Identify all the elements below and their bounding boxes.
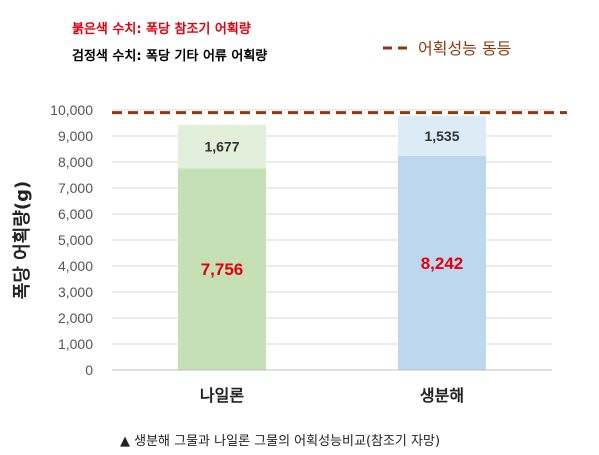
y-tick-labels: 0 1,000 2,000 3,000 4,000 5,000 6,000 7,000 8,00…	[50, 102, 93, 378]
bar-other-fish	[178, 124, 266, 169]
y-tick-label: 0	[85, 362, 93, 378]
y-tick-label: 6,000	[58, 206, 93, 222]
bar-other-fish	[398, 115, 486, 156]
caption: ▲ 생분해 그물과 나일론 그물의 어획성능비교(참조기 자망)	[120, 434, 440, 449]
x-tick-labels: 나일론 생분해	[200, 386, 464, 405]
data-label: 8,242	[421, 254, 464, 273]
y-tick-label: 1,000	[58, 336, 93, 352]
data-label: 1,535	[424, 128, 459, 144]
y-axis-label: 폭당 어획량(g)	[12, 181, 33, 299]
y-tick-label: 8,000	[58, 154, 93, 170]
y-tick-label: 3,000	[58, 284, 93, 300]
reference-legend-label: 어획성능 동등	[418, 39, 511, 58]
bars	[178, 115, 486, 370]
y-tick-label: 9,000	[58, 128, 93, 144]
bar-reference-fish	[398, 155, 486, 370]
y-tick-label: 4,000	[58, 258, 93, 274]
data-labels: 7,756 1,677 8,242 1,535	[201, 128, 464, 279]
y-tick-label: 7,000	[58, 180, 93, 196]
legend-red-text: 붉은색 수치: 폭당 참조기 어획량	[72, 21, 251, 37]
x-tick-label: 나일론	[200, 386, 244, 405]
legend-black-text: 검정색 수치: 폭당 기타 어류 어획량	[72, 48, 267, 64]
y-tick-label: 10,000	[50, 102, 93, 118]
data-label: 7,756	[201, 260, 244, 279]
data-label: 1,677	[204, 139, 239, 155]
bar-reference-fish	[178, 168, 266, 370]
y-tick-label: 2,000	[58, 310, 93, 326]
x-tick-label: 생분해	[420, 386, 464, 405]
y-tick-label: 5,000	[58, 232, 93, 248]
